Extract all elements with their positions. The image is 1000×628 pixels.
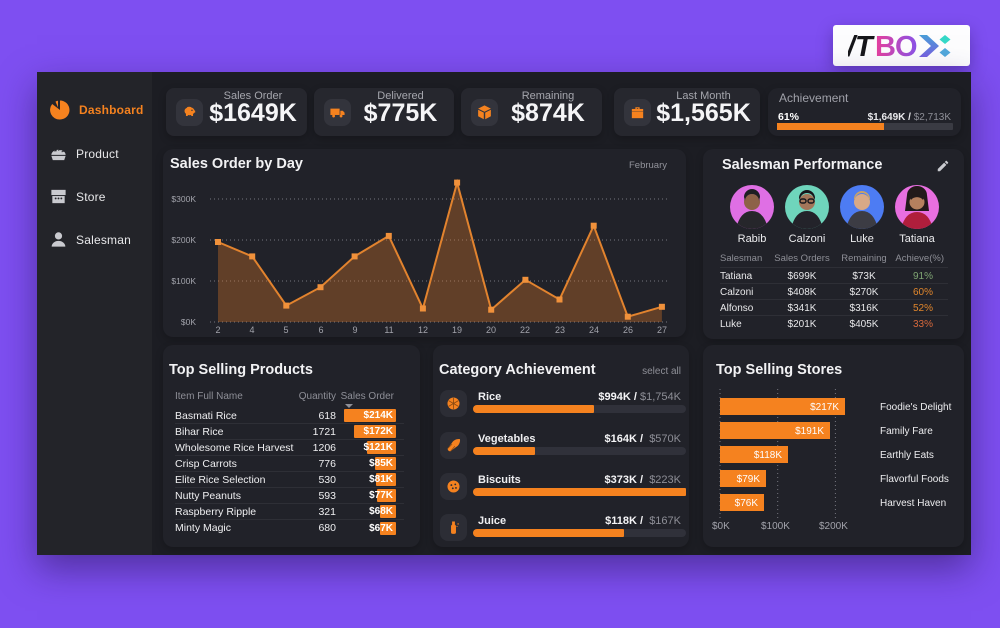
svg-text:$217K: $217K [810, 402, 839, 413]
svg-text:Flavorful Foods: Flavorful Foods [880, 474, 949, 485]
svg-text:11: 11 [384, 325, 393, 335]
svg-text:Earthly Eats: Earthly Eats [880, 450, 934, 461]
svg-text:19: 19 [452, 325, 462, 335]
svg-text:6: 6 [318, 325, 323, 335]
svg-text:12: 12 [418, 325, 428, 335]
svg-text:$100K: $100K [761, 521, 790, 532]
svg-text:22: 22 [520, 325, 530, 335]
svg-text:$200K: $200K [819, 521, 848, 532]
svg-text:$300K: $300K [171, 194, 196, 204]
svg-text:$76K: $76K [735, 498, 759, 509]
svg-text:$79K: $79K [737, 474, 761, 485]
svg-text:9: 9 [352, 325, 357, 335]
svg-text:/T: /T [848, 33, 875, 59]
svg-text:Foodie's Delight: Foodie's Delight [880, 402, 952, 413]
svg-text:$118K: $118K [754, 450, 783, 461]
svg-text:23: 23 [555, 325, 565, 335]
svg-text:$191K: $191K [795, 426, 824, 437]
svg-text:27: 27 [657, 325, 667, 335]
svg-text:26: 26 [623, 325, 633, 335]
svg-text:$0K: $0K [712, 521, 730, 532]
svg-text:20: 20 [486, 325, 496, 335]
svg-text:4: 4 [249, 325, 254, 335]
svg-text:2: 2 [215, 325, 220, 335]
svg-text:5: 5 [283, 325, 288, 335]
svg-text:Harvest Haven: Harvest Haven [880, 498, 946, 509]
svg-text:BO: BO [875, 33, 917, 59]
svg-text:Family Fare: Family Fare [880, 426, 933, 437]
svg-text:$0K: $0K [181, 317, 196, 327]
svg-text:$100K: $100K [171, 276, 196, 286]
svg-text:24: 24 [589, 325, 599, 335]
svg-text:$200K: $200K [171, 235, 196, 245]
